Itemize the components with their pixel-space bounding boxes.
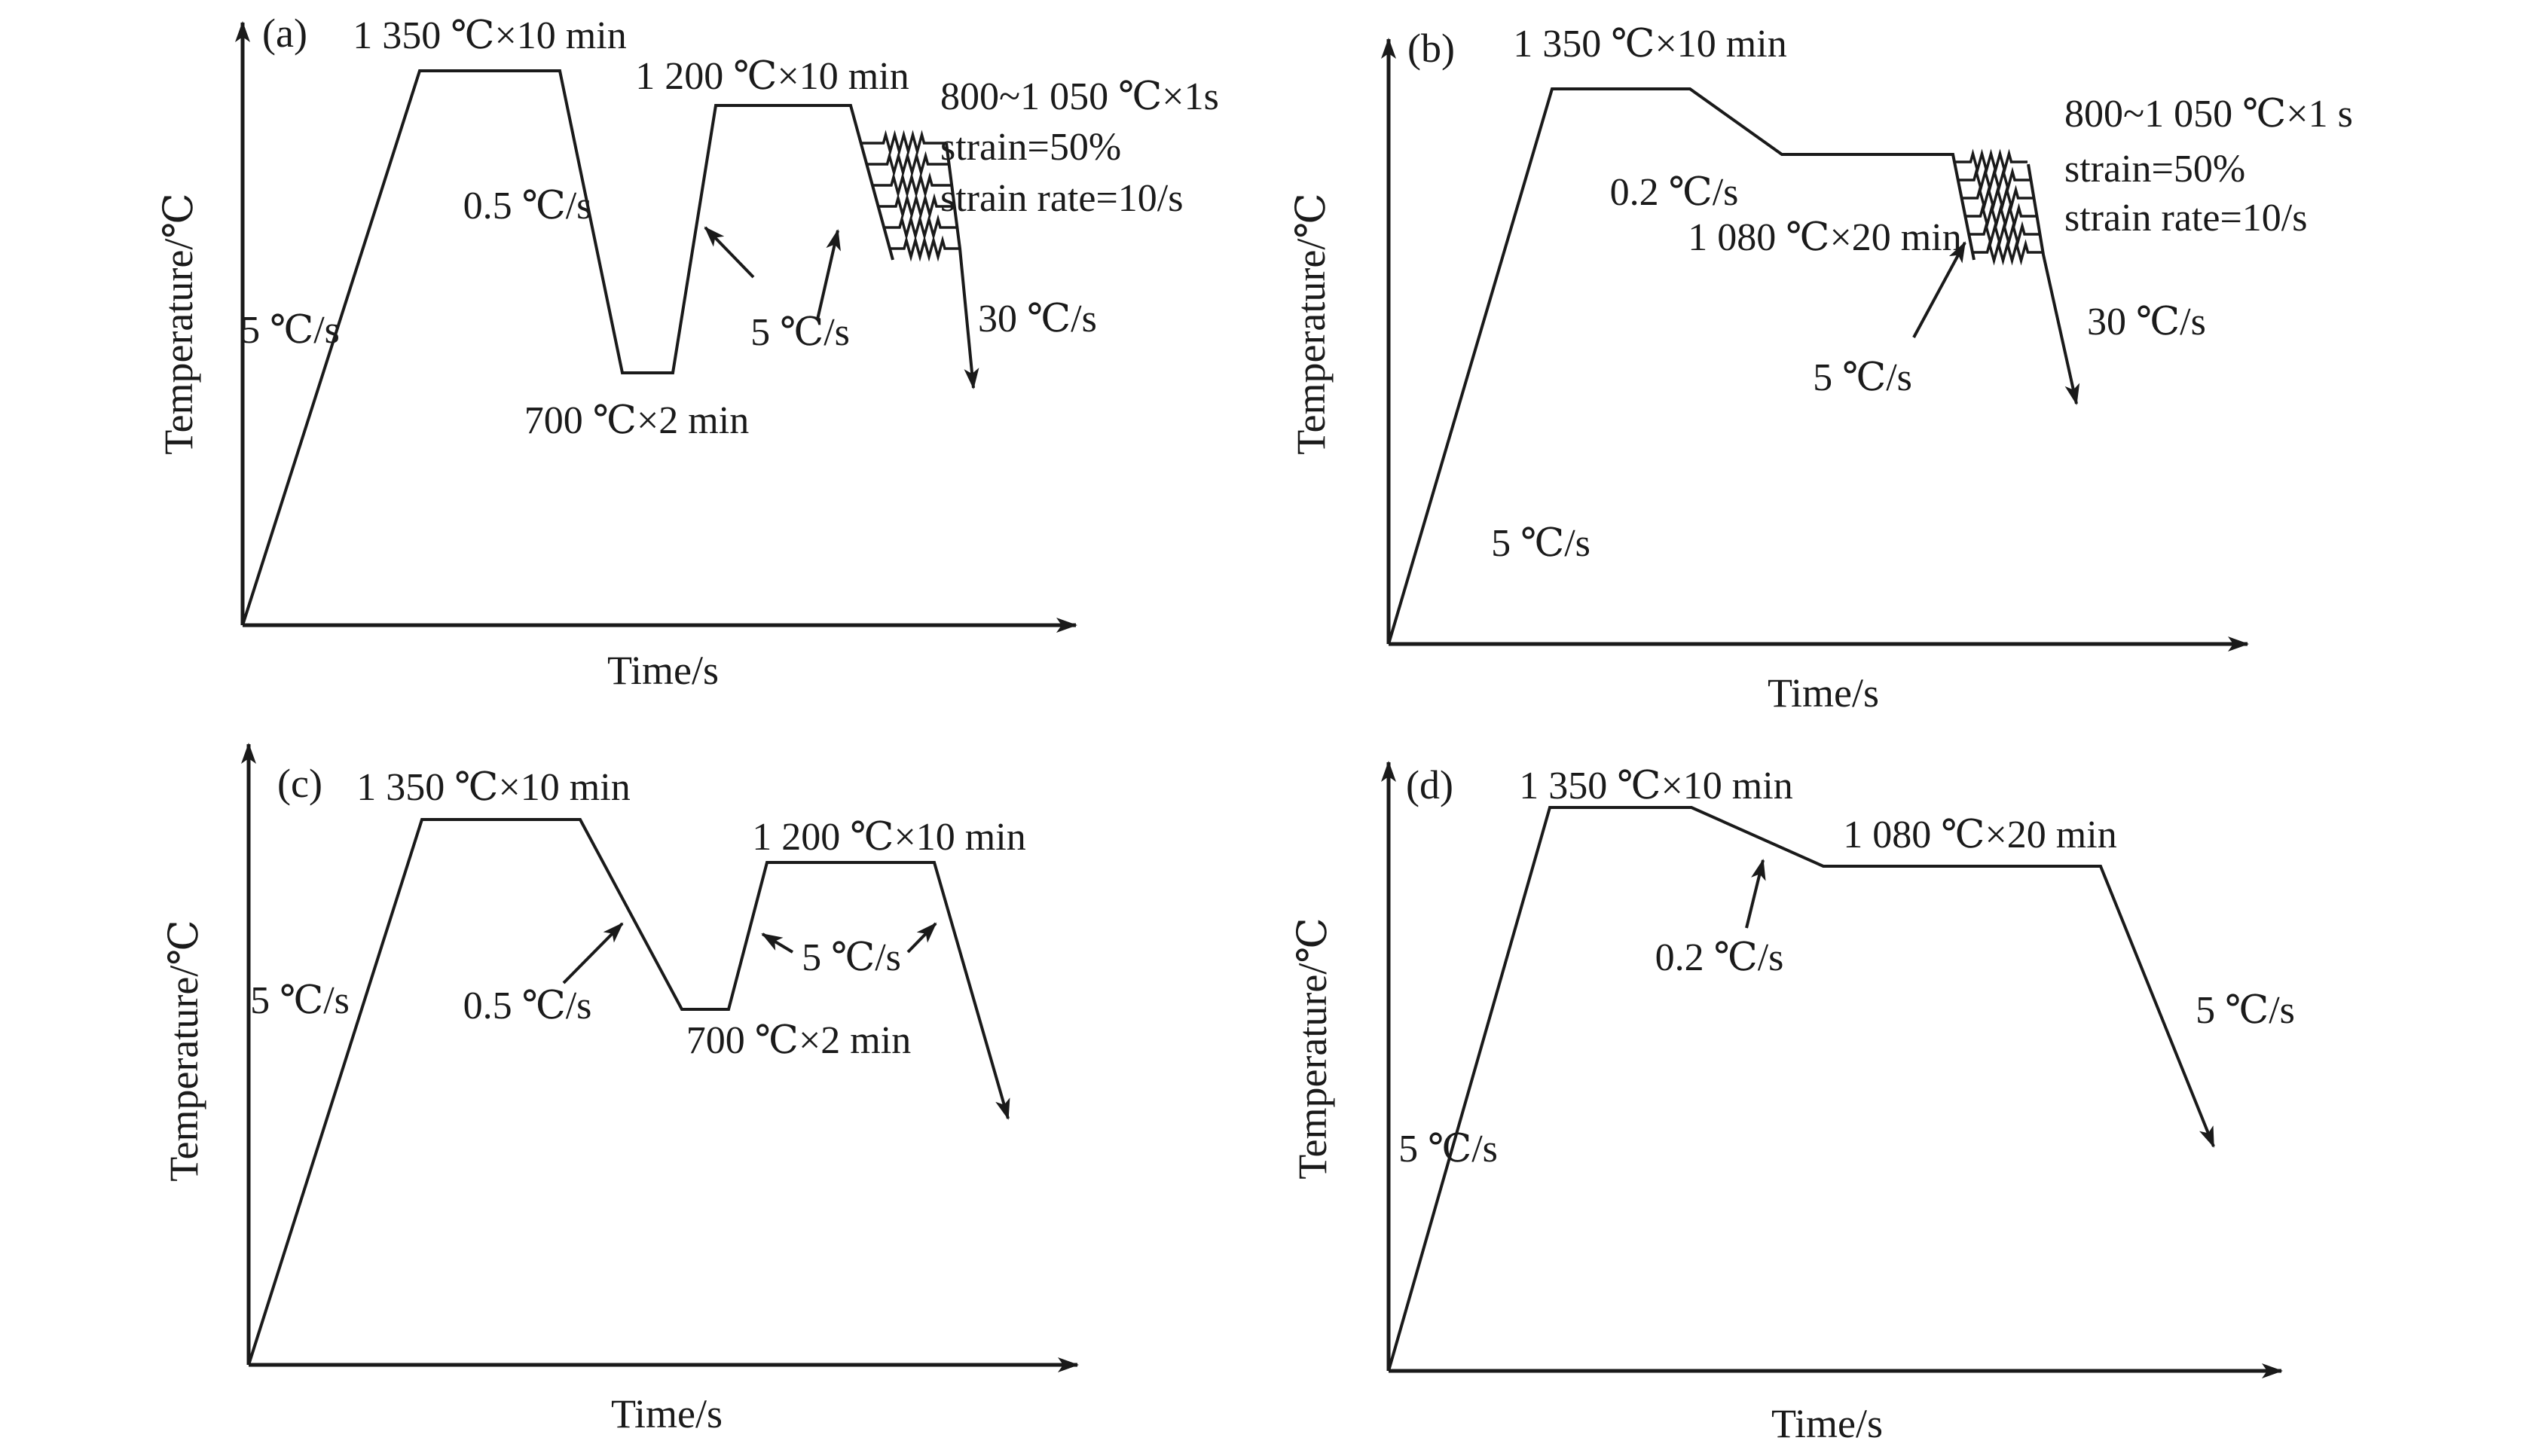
deformation-resistor-glyph — [1954, 148, 2027, 176]
panel-letter: (c) — [277, 761, 322, 806]
panel-letter: (a) — [262, 11, 307, 56]
heat-rate-label: 5 ℃/s — [250, 979, 350, 1022]
panel-a: (a) 1 350 ℃×10 min 1 200 ℃×10 min 5 ℃/s … — [156, 11, 1219, 693]
panel-b: (b) 1 350 ℃×10 min 0.2 ℃/s 1 080 ℃×20 mi… — [1288, 23, 2353, 716]
valley-soak-label: 700 ℃×2 min — [686, 1019, 911, 1062]
reheat-rate-label: 5 ℃/s — [802, 936, 901, 979]
panel-d: (d) 1 350 ℃×10 min 1 080 ℃×20 min 0.2 ℃/… — [1290, 761, 2295, 1446]
deformation-resistor-glyph — [1969, 221, 2040, 248]
soak1-label: 1 350 ℃×10 min — [353, 14, 626, 57]
y-axis-title: Temperature/℃ — [1290, 917, 1335, 1179]
strain-label: strain=50% — [940, 126, 1121, 169]
panel-c: (c) 1 350 ℃×10 min 1 200 ℃×10 min 5 ℃/s … — [161, 743, 1079, 1436]
final-cool-pointer-arrow — [906, 922, 937, 954]
x-axis-title: Time/s — [1771, 1401, 1883, 1446]
heat-rate-label: 5 ℃/s — [1491, 522, 1591, 565]
x-axis-title: Time/s — [607, 648, 719, 693]
quench-cooling-arrow — [2027, 163, 2080, 405]
deformation-resistor-glyph — [1958, 166, 2031, 194]
slow-cool-rate-label: 0.5 ℃/s — [463, 984, 592, 1027]
strain-rate-label: strain rate=10/s — [2064, 197, 2307, 240]
quench-cooling-arrow — [945, 142, 979, 389]
soak1-label: 1 350 ℃×10 min — [356, 766, 630, 809]
soak2-label: 1 200 ℃×10 min — [752, 816, 1025, 859]
temperature-profile — [1387, 87, 1976, 645]
soak2-label: 1 080 ℃×20 min — [1843, 813, 2116, 856]
temperature-profile — [1387, 806, 2215, 1372]
slow-cool-rate-label: 0.2 ℃/s — [1655, 936, 1784, 979]
x-axis-title: Time/s — [611, 1391, 723, 1436]
y-axis-title: Temperature/℃ — [1288, 193, 1334, 454]
reheat-rate-label: 5 ℃/s — [750, 311, 850, 354]
panel-letter: (d) — [1406, 762, 1453, 807]
deformation-zigzag-symbol — [861, 130, 959, 262]
deformation-resistor-glyph — [1965, 203, 2037, 230]
reheat-pointer-arrow — [761, 933, 794, 954]
deform-temp-label: 800~1 050 ℃×1 s — [2064, 93, 2353, 136]
soak2-label: 1 200 ℃×10 min — [635, 55, 909, 98]
valley-soak-label: 700 ℃×2 min — [524, 399, 749, 442]
deformation-resistor-glyph — [1962, 185, 2034, 212]
y-axis-title: Temperature/℃ — [156, 193, 201, 454]
slow-cool-pointer-arrow — [1745, 859, 1766, 929]
slow-cool-pointer-arrow — [562, 922, 624, 984]
deformation-resistor-glyph — [884, 214, 956, 241]
deform-temp-label: 800~1 050 ℃×1s — [940, 75, 1219, 118]
deformation-resistor-glyph — [866, 151, 949, 178]
slow-cool-rate-label: 0.2 ℃/s — [1610, 171, 1739, 214]
soak2-label: 1 080 ℃×20 min — [1688, 216, 1961, 259]
panel-letter: (b) — [1407, 26, 1455, 71]
cool-to-deform-pointer-arrow — [816, 229, 841, 320]
final-cool-rate-label: 5 ℃/s — [2196, 989, 2295, 1032]
cool-to-deform-rate-label: 5 ℃/s — [1813, 356, 1912, 399]
heat-rate-label: 5 ℃/s — [240, 309, 340, 352]
cool-to-deform-pointer-arrow — [1912, 241, 1966, 338]
deformation-resistor-glyph — [1972, 239, 2043, 266]
reheat-rate-pointer-arrow — [704, 226, 755, 279]
y-axis-title: Temperature/℃ — [161, 920, 206, 1181]
deformation-zigzag-symbol — [1954, 148, 2043, 266]
strain-rate-label: strain rate=10/s — [940, 177, 1183, 220]
strain-label: strain=50% — [2064, 148, 2245, 191]
soak1-label: 1 350 ℃×10 min — [1513, 23, 1786, 66]
deformation-resistor-glyph — [861, 130, 946, 157]
quench-rate-label: 30 ℃/s — [2087, 301, 2206, 343]
quench-rate-label: 30 ℃/s — [978, 298, 1097, 340]
deformation-resistor-glyph — [872, 172, 951, 199]
temperature-profile — [241, 69, 894, 626]
deformation-resistor-glyph — [890, 235, 959, 262]
deformation-resistor-glyph — [879, 193, 954, 220]
x-axis-title: Time/s — [1768, 670, 1879, 716]
temperature-profile — [247, 818, 1010, 1366]
heat-rate-label: 5 ℃/s — [1398, 1128, 1498, 1171]
slow-cool-rate-label: 0.5 ℃/s — [463, 185, 592, 227]
soak1-label: 1 350 ℃×10 min — [1519, 765, 1792, 807]
